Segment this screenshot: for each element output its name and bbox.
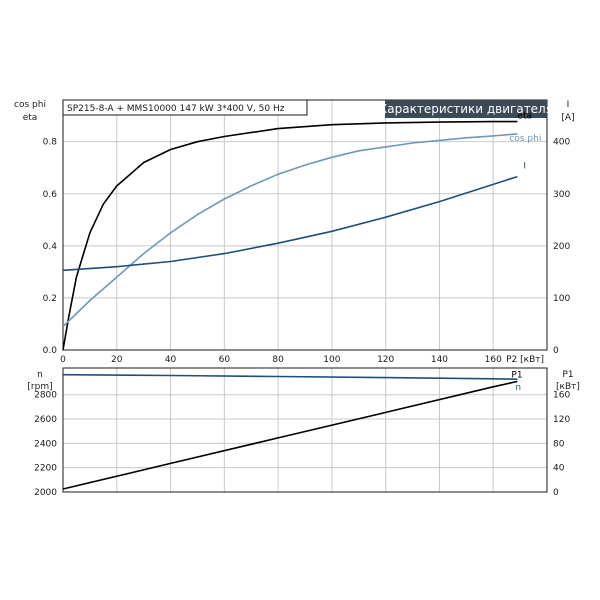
series-line-n (62, 373, 518, 380)
series-bottom (62, 373, 518, 490)
y-right-label-P1-unit: [кВт] (556, 382, 580, 392)
y-left-label-eta: eta (23, 113, 38, 123)
y-left-tick-label: 2200 (34, 464, 57, 474)
y-left-label-n: n (37, 370, 43, 380)
y-left-tick-label: 2000 (34, 488, 57, 498)
y-right-tick-label: 80 (553, 439, 565, 449)
series-line-cos-phi (62, 133, 518, 328)
series-top (62, 120, 518, 351)
y-left-label-rpm: [rpm] (27, 382, 52, 392)
series-labels: eta cos phi In P1 (509, 112, 541, 394)
y-right-tick-label: 0 (553, 488, 559, 498)
y-left-tick-label: 0.4 (43, 242, 58, 252)
y-right-tick-label: 0 (553, 346, 559, 356)
y-right-tick-label: 300 (553, 190, 570, 200)
y-left-tick-label: 2400 (34, 439, 57, 449)
x-tick-label: 160 (485, 355, 502, 365)
series-label-P1: P1 (511, 370, 522, 380)
y-right-tick-label: 400 (553, 138, 570, 148)
y-right-tick-label: 40 (553, 464, 565, 474)
y-left-tick-label: 2800 (34, 391, 57, 401)
y-left-label-cosphi: cos phi (14, 100, 46, 110)
x-tick-label: 100 (323, 355, 340, 365)
grid-bottom (63, 368, 547, 492)
x-tick-label: 20 (111, 355, 123, 365)
y-right-tick-label: 120 (553, 415, 570, 425)
x-tick-label: 0 (60, 355, 66, 365)
bottom-plot-frame (62, 367, 548, 493)
x-tick-label: 140 (431, 355, 448, 365)
series-label-n: n (515, 383, 521, 393)
x-axis-label: P2 [кВт] (506, 355, 544, 365)
y-left-tick-label: 0.0 (43, 346, 58, 356)
y-left-tick-label: 0.6 (43, 190, 58, 200)
title-box (385, 100, 547, 118)
y-right-label-I-unit: [A] (561, 113, 574, 123)
pump-info-text: SP215-8-A + MMS10000 147 kW 3*400 V, 50 … (67, 104, 285, 114)
series-label-cos-phi: cos phi (509, 134, 541, 144)
y-right-label-P1: P1 (562, 370, 573, 380)
series-line-eta (62, 120, 518, 351)
series-label-I: I (523, 162, 526, 172)
y-left-tick-label: 0.2 (43, 294, 57, 304)
series-line-I (62, 175, 518, 272)
series-line-P1 (62, 380, 518, 490)
y-left-tick-label: 0.8 (43, 138, 58, 148)
y-right-tick-label: 160 (553, 391, 570, 401)
y-right-label-I: I (567, 100, 570, 110)
series-label-eta: eta (517, 112, 532, 122)
x-tick-label: 80 (272, 355, 284, 365)
y-left-tick-label: 2600 (34, 415, 57, 425)
chart-title: Характеристики двигателя (379, 102, 553, 116)
x-tick-label: 60 (219, 355, 231, 365)
y-right-tick-label: 200 (553, 242, 570, 252)
tick-labels: 0 20 40 60 80 100 120 140 160 0.0 0.2 0.4 0.6 0.8 0 100… (34, 138, 570, 498)
info-box (62, 99, 308, 116)
y-right-tick-label: 100 (553, 294, 570, 304)
x-tick-label: 120 (377, 355, 394, 365)
x-tick-label: 40 (165, 355, 177, 365)
